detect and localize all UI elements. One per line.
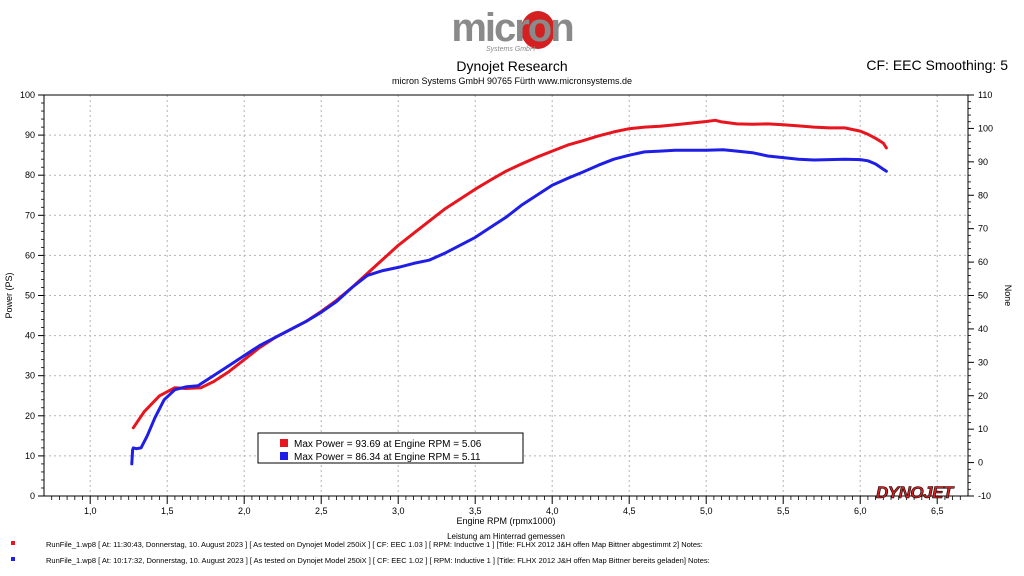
y-right-tick-label: 10 [978, 424, 988, 434]
y-right-tick-label: 40 [978, 324, 988, 334]
x-tick-label: 6,0 [854, 506, 867, 516]
x-tick-label: 1,5 [161, 506, 174, 516]
y-tick-label: 90 [25, 130, 35, 140]
y-tick-label: 10 [25, 451, 35, 461]
y-tick-label: 70 [25, 210, 35, 220]
y-tick-label: 80 [25, 170, 35, 180]
y-right-tick-label: 50 [978, 291, 988, 301]
y-right-tick-label: 100 [978, 123, 993, 133]
chart-subtitle: micron Systems GmbH 90765 Fürth www.micr… [391, 76, 633, 86]
run-color-marker [11, 541, 15, 545]
run-color-marker [11, 557, 15, 561]
legend-swatch [280, 452, 288, 460]
x-tick-label: 1,0 [84, 506, 97, 516]
logo-red-circle [521, 11, 555, 49]
legend-box [257, 432, 524, 464]
power-curve-line [131, 118, 888, 430]
legend-swatch [280, 439, 288, 447]
correction-factor-label: CF: EEC Smoothing: 5 [866, 57, 1008, 73]
micron-logo: micron Systems GmbH [451, 6, 574, 53]
y-right-tick-label: 30 [978, 357, 988, 367]
y-right-tick-label: 80 [978, 190, 988, 200]
y-right-tick-label: 70 [978, 224, 988, 234]
y-tick-label: 100 [20, 90, 35, 100]
x-axis-label: Engine RPM (rpmx1000) [456, 516, 555, 526]
y-tick-label: 20 [25, 411, 35, 421]
x-tick-label: 4,0 [546, 506, 559, 516]
x-tick-label: 3,5 [469, 506, 482, 516]
y-tick-label: 30 [25, 371, 35, 381]
run-file-text: RunFile_1.wp8 [ At: 11:30:43, Donnerstag… [46, 540, 703, 549]
chart-legend: Max Power = 93.69 at Engine RPM = 5.06 Ma… [257, 432, 524, 464]
x-tick-label: 5,5 [777, 506, 790, 516]
y-tick-label: 50 [25, 291, 35, 301]
x-tick-label: 6,5 [931, 506, 944, 516]
logo-tagline: Systems GmbH [486, 46, 536, 53]
power-curve-line [130, 148, 888, 466]
dynojet-logo: DYNOJET [876, 483, 955, 502]
y-axis-label: Power (PS) [4, 272, 14, 318]
x-tick-label: 3,0 [392, 506, 405, 516]
x-tick-label: 4,5 [623, 506, 636, 516]
y-right-tick-label: 0 [978, 458, 983, 468]
y-right-tick-label: 90 [978, 157, 988, 167]
legend-entry: Max Power = 86.34 at Engine RPM = 5.11 [294, 452, 481, 463]
chart-title: Dynojet Research [456, 58, 568, 74]
x-tick-label: 2,5 [315, 506, 328, 516]
x-axis-sublabel: Leistung am Hinterrad gemessen [447, 532, 565, 541]
x-tick-label: 5,0 [700, 506, 713, 516]
y-axis-right-label: None [1003, 285, 1013, 307]
y-tick-label: 0 [30, 491, 35, 501]
y-right-tick-label: 110 [978, 90, 992, 100]
chart-axes: 1,0 1,5 2,0 2,5 3,0 3,5 4,0 4,5 5,0 5,5 6,0 6,5 0 10 2… [4, 90, 1013, 541]
y-tick-label: 60 [25, 250, 35, 260]
legend-entry: Max Power = 93.69 at Engine RPM = 5.06 [294, 439, 482, 450]
logo-brand: micron [451, 6, 572, 50]
run-file-text: RunFile_1.wp8 [ At: 10:17:32, Donnerstag… [46, 556, 710, 565]
y-tick-label: 40 [25, 331, 35, 341]
chart-series [130, 118, 888, 466]
y-right-tick-label: -10 [978, 491, 991, 501]
y-right-tick-label: 20 [978, 391, 988, 401]
y-right-tick-label: 60 [978, 257, 988, 267]
x-tick-label: 2,0 [238, 506, 251, 516]
